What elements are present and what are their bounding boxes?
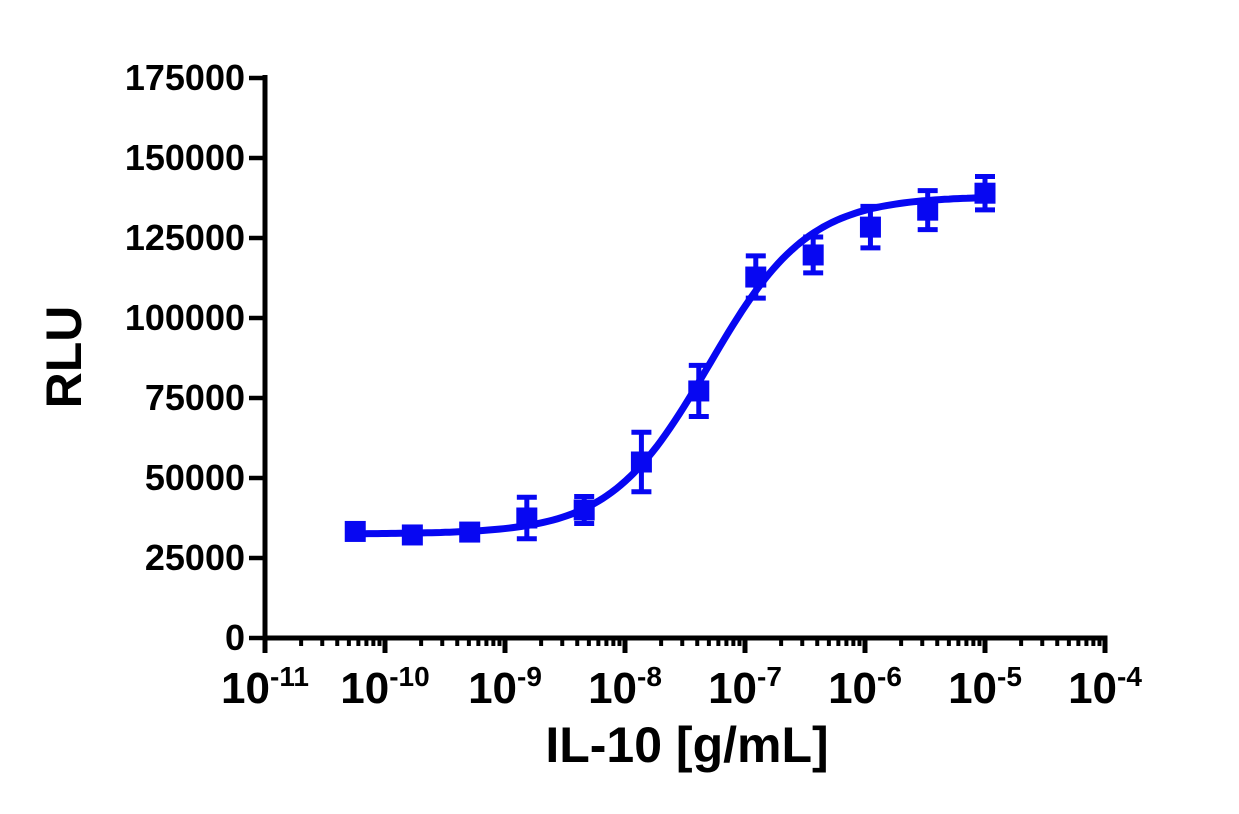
data-point-marker: [974, 182, 996, 204]
x-tick-label: 10-5: [948, 661, 1022, 713]
fit-curve: [351, 194, 989, 538]
x-axis-title: IL-10 [g/mL]: [545, 717, 829, 773]
x-tick-label: 10-6: [828, 661, 902, 713]
data-point-marker: [459, 521, 481, 543]
data-point-marker: [516, 507, 538, 529]
data-point-marker: [917, 199, 939, 221]
y-tick-label: 50000: [145, 457, 245, 498]
x-tick-label: 10-9: [468, 661, 542, 713]
x-tick-label: 10-8: [588, 661, 662, 713]
data-point-marker: [630, 451, 652, 473]
x-tick-label: 10-7: [708, 661, 782, 713]
y-axis-title: RLU: [36, 305, 92, 409]
y-tick-label: 150000: [125, 137, 245, 178]
y-tick-label: 125000: [125, 217, 245, 258]
y-tick-label: 100000: [125, 297, 245, 338]
x-tick-label: 10-11: [221, 661, 309, 713]
y-tick-label: 25000: [145, 537, 245, 578]
y-tick-label: 75000: [145, 377, 245, 418]
y-tick-label: 0: [225, 617, 245, 658]
data-point-marker: [573, 499, 595, 521]
y-tick-label: 175000: [125, 57, 245, 98]
data-point-marker: [401, 524, 423, 546]
x-tick-label: 10-4: [1068, 661, 1142, 713]
data-point-marker: [688, 380, 710, 402]
data-point-marker: [344, 520, 366, 542]
x-tick-label: 10-10: [340, 661, 429, 713]
data-point-marker: [802, 244, 824, 266]
data-point-marker: [859, 216, 881, 238]
data-point-marker: [745, 266, 767, 288]
